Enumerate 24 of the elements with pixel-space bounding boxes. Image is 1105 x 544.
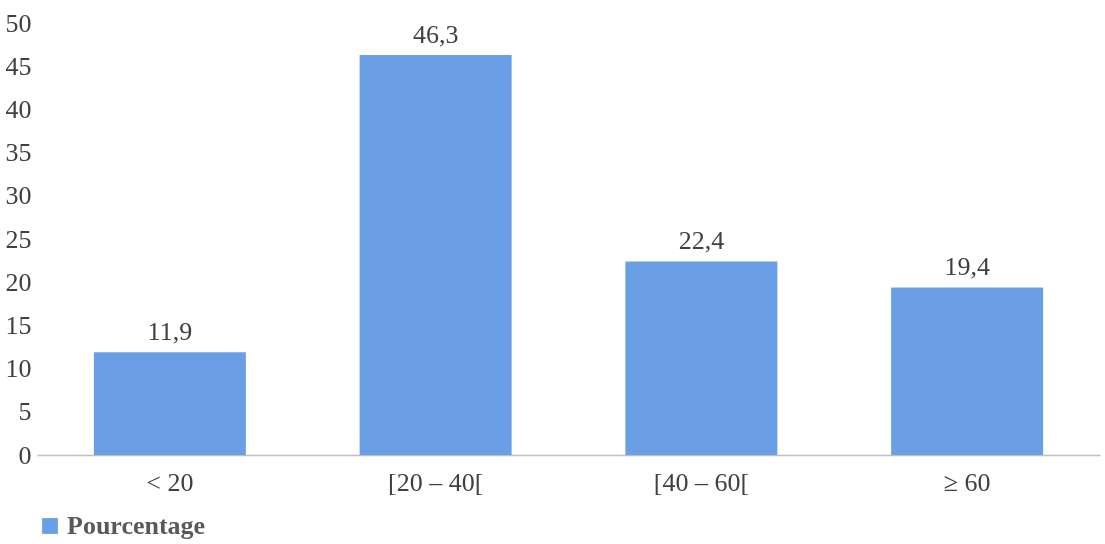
y-tick-label: 20	[5, 267, 32, 297]
y-tick-label: 5	[18, 397, 32, 427]
data-label: 46,3	[412, 19, 459, 49]
y-tick-label: 25	[5, 224, 32, 254]
y-tick-label: 45	[5, 51, 32, 81]
y-tick-label: 15	[5, 310, 32, 340]
data-label: 19,4	[944, 252, 990, 282]
y-tick-label: 40	[5, 94, 32, 124]
bar	[891, 287, 1044, 455]
x-tick-label: [40 – 60[	[653, 467, 750, 497]
data-label: 22,4	[678, 226, 725, 256]
y-tick-label: 0	[18, 440, 32, 470]
y-tick-label: 35	[5, 138, 32, 168]
x-tick-label: < 20	[146, 467, 194, 497]
y-tick-label: 10	[5, 354, 32, 384]
x-tick-label: [20 – 40[	[387, 467, 484, 497]
x-tick-label: ≥ 60	[943, 467, 991, 497]
bar	[625, 261, 778, 455]
y-tick-label: 50	[5, 8, 32, 38]
data-label: 11,9	[147, 317, 193, 347]
bar	[359, 54, 512, 455]
bar	[93, 352, 246, 455]
y-tick-label: 30	[5, 181, 32, 211]
legend-label: Pourcentage	[67, 511, 206, 540]
